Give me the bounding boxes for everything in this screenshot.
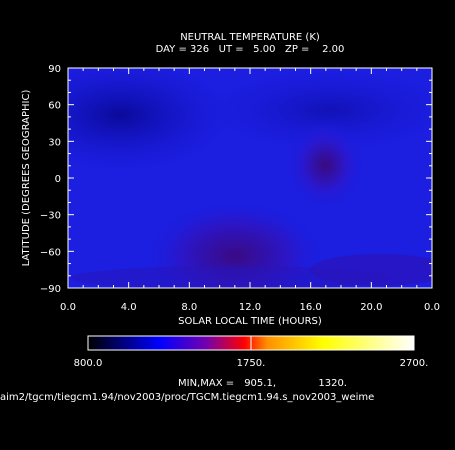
chart-subtitle: DAY = 326 UT = 5.00 ZP = 2.00 [156, 44, 345, 55]
min-value: 905.1, [244, 378, 276, 389]
x-tick-label: 16.0 [300, 302, 322, 313]
min-max-label: MIN,MAX = [178, 378, 234, 389]
x-tick-label: 4.0 [121, 302, 137, 313]
x-tick-label: 0.0 [424, 302, 440, 313]
x-axis: 0.0 4.0 8.0 12.0 16.0 20.0 0.0 [60, 68, 440, 313]
y-tick-label: −60 [40, 247, 61, 258]
max-value: 1320. [318, 378, 347, 389]
y-tick-label: 0 [55, 174, 61, 185]
x-tick-label: 0.0 [60, 302, 76, 313]
y-tick-label: −30 [40, 211, 61, 222]
colorbar-tick-label: 2700. [400, 358, 429, 369]
y-tick-label: 30 [48, 137, 61, 148]
y-tick-label: 60 [48, 101, 61, 112]
chart-title: NEUTRAL TEMPERATURE (K) [180, 32, 320, 43]
colorbar-tick-label: 800.0 [74, 358, 103, 369]
y-axis-label: LATITUDE (DEGREES GEOGRAPHIC) [21, 90, 32, 267]
colorbar-labels: 800.0 1750. 2700. [74, 358, 429, 369]
heatmap-field [68, 68, 432, 288]
x-tick-label: 8.0 [181, 302, 197, 313]
colorbar-tick-label: 1750. [237, 358, 266, 369]
y-tick-label: 90 [48, 64, 61, 75]
x-tick-label: 12.0 [239, 302, 261, 313]
y-tick-label: −90 [40, 284, 61, 295]
x-tick-label: 20.0 [360, 302, 382, 313]
x-axis-label: SOLAR LOCAL TIME (HOURS) [178, 316, 322, 327]
file-path: aim2/tgcm/tiegcm1.94/nov2003/proc/TGCM.t… [0, 392, 375, 403]
y-axis: 90 60 30 0 −30 −60 −90 [40, 64, 432, 295]
